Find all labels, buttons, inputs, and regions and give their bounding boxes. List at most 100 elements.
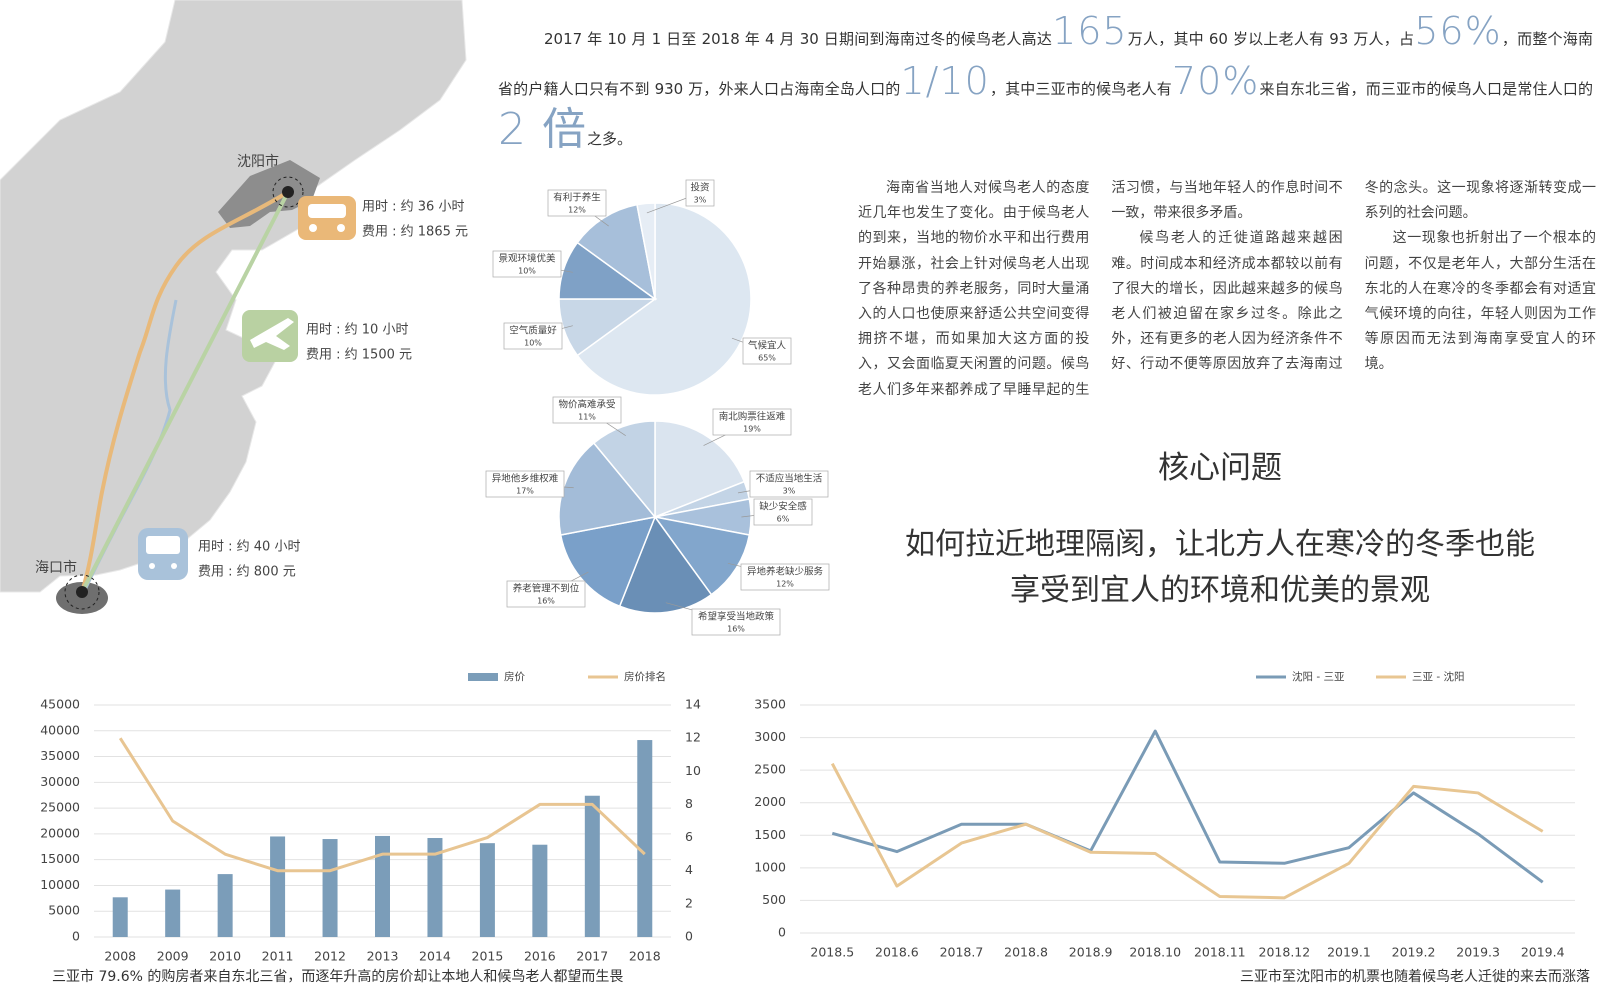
x-tick-label: 2017 bbox=[576, 949, 608, 964]
slice-value: 16% bbox=[537, 597, 555, 606]
city-label: 沈阳市 bbox=[237, 153, 279, 170]
pie-slice bbox=[559, 516, 657, 608]
bar bbox=[427, 838, 443, 937]
bar bbox=[165, 889, 181, 937]
bar bbox=[584, 795, 600, 937]
slice-label: 南北购票往返难 bbox=[719, 411, 786, 423]
intro-text: 之多。 bbox=[586, 130, 632, 148]
x-tick-label: 2012 bbox=[314, 949, 346, 964]
x-tick-label: 2018.11 bbox=[1194, 945, 1246, 960]
city-marker bbox=[76, 586, 88, 598]
slice-value: 10% bbox=[518, 267, 536, 276]
label-box bbox=[485, 470, 565, 498]
y-tick-label: 40000 bbox=[40, 722, 80, 737]
paragraph: 候鸟老人的迁徙道路越来越困难。时间成本和经济成本都较以前有了很大的增长，因此越来… bbox=[1111, 180, 1596, 373]
label-box bbox=[503, 322, 563, 350]
legend-swatch bbox=[468, 673, 498, 681]
y-tick-label: 30000 bbox=[40, 774, 80, 789]
x-tick-label: 2015 bbox=[472, 949, 504, 964]
slice-label: 缺少安全感 bbox=[759, 501, 807, 513]
city-label: 海口市 bbox=[35, 559, 77, 576]
route-cost: 费用 : 约 800 元 bbox=[198, 565, 296, 580]
pie-slice bbox=[576, 202, 752, 396]
y-tick-label: 2500 bbox=[754, 762, 786, 777]
pie-slice bbox=[654, 420, 746, 519]
y-tick-label: 10000 bbox=[40, 877, 80, 892]
y-tick-label: 500 bbox=[762, 892, 786, 907]
slice-label: 异地他乡维权难 bbox=[492, 473, 559, 485]
city-ring bbox=[64, 574, 100, 610]
pie-slice bbox=[653, 515, 751, 596]
slice-label: 气候宜人 bbox=[748, 340, 787, 352]
intro-text: 来自东北三省，而三亚市的候鸟人口是常住人口的 bbox=[1259, 80, 1593, 98]
slice-value: 6% bbox=[777, 515, 790, 524]
pie-slice bbox=[618, 515, 713, 614]
slice-label: 不适应当地生活 bbox=[756, 473, 823, 485]
province-liaoning bbox=[218, 160, 320, 228]
route-plane bbox=[80, 191, 290, 593]
slice-label: 异地养老缺少服务 bbox=[747, 566, 824, 578]
intro-text: ，而整个海南省的户籍人口只有不到 930 万，外来人口占海南全岛人口的 bbox=[498, 30, 1593, 98]
y-tick-label: 15000 bbox=[40, 851, 80, 866]
y-tick-label: 45000 bbox=[40, 697, 80, 712]
y2-tick-label: 0 bbox=[685, 929, 693, 944]
slice-value: 12% bbox=[776, 580, 794, 589]
bar bbox=[479, 843, 495, 937]
x-tick-label: 2018 bbox=[629, 949, 661, 964]
y2-tick-label: 6 bbox=[685, 829, 693, 844]
label-box bbox=[740, 563, 830, 591]
slice-label: 物价高难承受 bbox=[558, 399, 615, 411]
label-box bbox=[691, 608, 781, 636]
y-tick-label: 3000 bbox=[754, 729, 786, 744]
intro-text: ，其中三亚市的候鸟老人有 bbox=[989, 80, 1172, 98]
x-tick-label: 2018.8 bbox=[1004, 945, 1048, 960]
highlight-number: 1/10 bbox=[900, 59, 990, 103]
x-tick-label: 2010 bbox=[209, 949, 241, 964]
highlight-number: 56% bbox=[1414, 9, 1502, 53]
x-tick-label: 2018.7 bbox=[940, 945, 984, 960]
pie-slice bbox=[592, 420, 656, 520]
slice-value: 12% bbox=[568, 206, 586, 215]
slice-value: 3% bbox=[783, 487, 796, 496]
bar bbox=[375, 835, 390, 937]
label-box bbox=[742, 337, 792, 365]
label-box bbox=[753, 498, 813, 526]
y-tick-label: 2000 bbox=[754, 794, 786, 809]
label-box bbox=[712, 408, 792, 436]
y-tick-label: 25000 bbox=[40, 800, 80, 815]
x-tick-label: 2013 bbox=[367, 949, 399, 964]
car-icon bbox=[298, 196, 356, 240]
legend-label: 房价排名 bbox=[624, 670, 666, 683]
slice-label: 有利于养生 bbox=[553, 192, 601, 204]
x-tick-label: 2016 bbox=[524, 949, 556, 964]
y2-tick-label: 14 bbox=[685, 697, 701, 712]
y2-tick-label: 2 bbox=[685, 895, 693, 910]
intro-text: 2017 年 10 月 1 日至 2018 年 4 月 30 日期间到海南过冬的… bbox=[544, 30, 1053, 48]
x-tick-label: 2008 bbox=[104, 949, 136, 964]
intro-text: 万人，其中 60 岁以上老人有 93 万人，占 bbox=[1127, 30, 1415, 48]
x-tick-label: 2019.1 bbox=[1327, 945, 1371, 960]
slice-value: 17% bbox=[516, 487, 534, 496]
x-tick-label: 2019.4 bbox=[1521, 945, 1565, 960]
slice-value: 16% bbox=[727, 625, 745, 634]
city-ring bbox=[272, 176, 304, 208]
x-tick-label: 2011 bbox=[262, 949, 294, 964]
y2-tick-label: 4 bbox=[685, 862, 693, 877]
x-tick-label: 2019.3 bbox=[1456, 945, 1500, 960]
paragraph: 海南省当地人对候鸟老人的态度近几年也发生了变化。由于候鸟老人的到来，当地的物价水… bbox=[858, 180, 1343, 398]
route-time: 用时 : 约 10 小时 bbox=[306, 323, 408, 338]
x-tick-label: 2019.2 bbox=[1392, 945, 1436, 960]
y-tick-label: 1000 bbox=[754, 859, 786, 874]
route-time: 用时 : 约 36 小时 bbox=[362, 200, 464, 215]
x-tick-label: 2018.12 bbox=[1259, 945, 1311, 960]
bar bbox=[532, 844, 548, 937]
series-line bbox=[831, 729, 1544, 884]
label-box bbox=[685, 179, 715, 207]
highlight-number: 165 bbox=[1052, 9, 1128, 53]
label-box bbox=[749, 470, 829, 498]
y-tick-label: 35000 bbox=[40, 748, 80, 763]
city-marker bbox=[282, 186, 294, 198]
y-tick-label: 3500 bbox=[754, 697, 786, 712]
